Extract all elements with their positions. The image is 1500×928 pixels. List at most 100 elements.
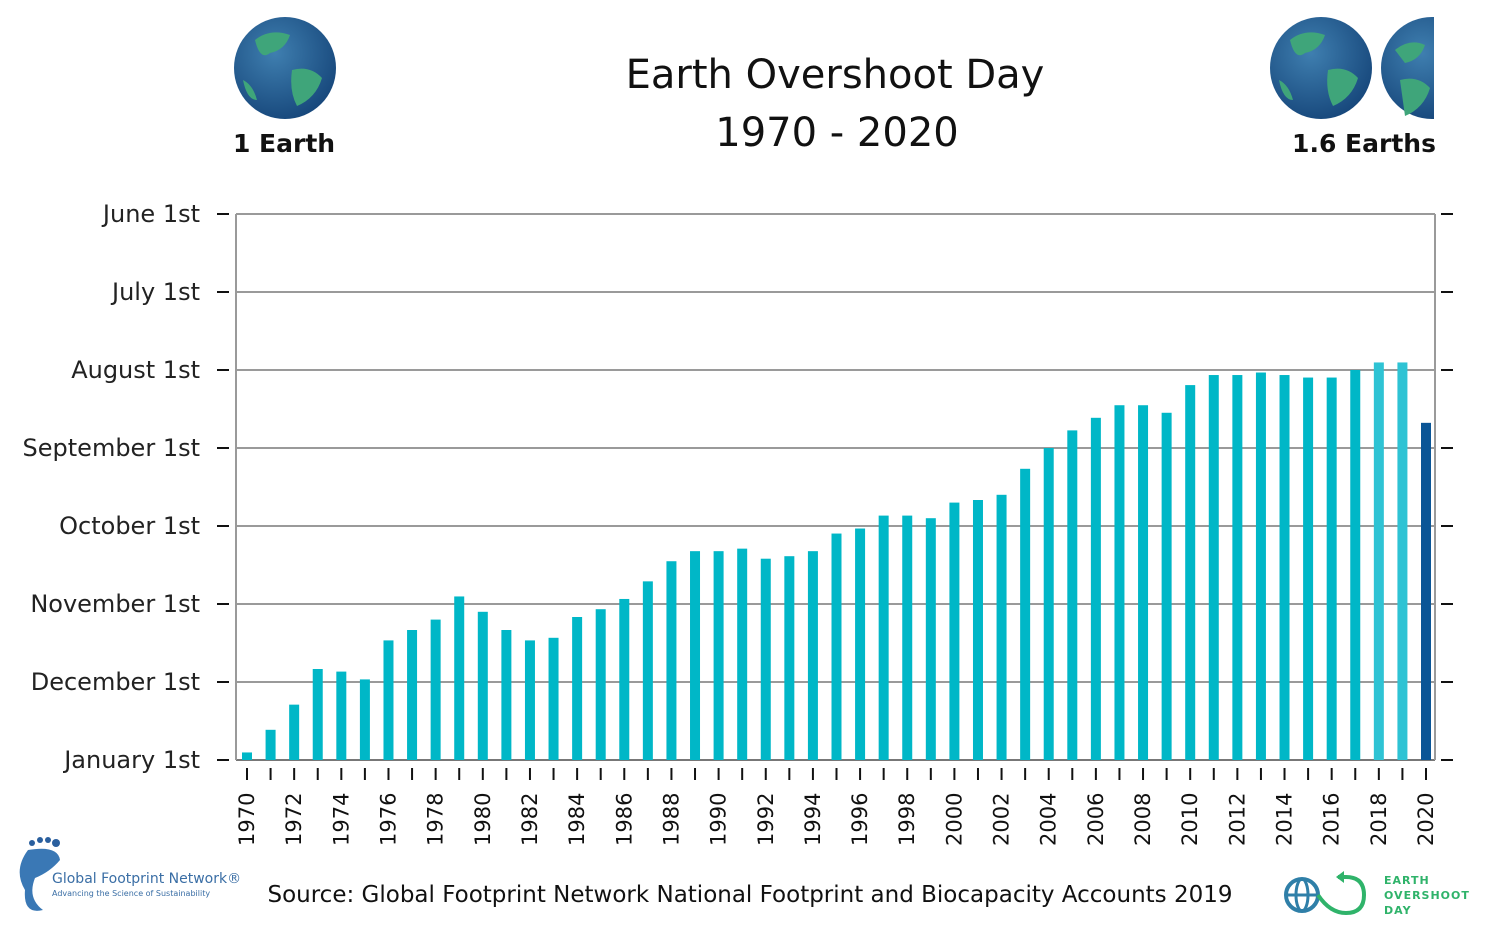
bar-1980 [477, 611, 488, 760]
bar-1975 [359, 679, 370, 760]
y-tick-label: August 1st [71, 356, 200, 384]
x-tick-label: 1978 [424, 793, 448, 846]
x-tick-label: 1984 [565, 793, 589, 846]
x-tick-label: 1998 [895, 793, 919, 846]
x-tick-label: 1994 [801, 793, 825, 846]
x-tick-label: 2010 [1178, 793, 1202, 846]
eod-logo-line2: OVERSHOOT [1384, 889, 1470, 902]
x-tick-label: 2018 [1367, 793, 1391, 846]
globe-icon [234, 17, 336, 119]
x-tick-label: 1986 [612, 793, 636, 846]
x-tick-label: 1992 [754, 793, 778, 846]
x-tick-label: 1990 [707, 793, 731, 846]
bar-2008 [1138, 405, 1149, 760]
bar-1992 [760, 558, 771, 760]
x-tick-label: 1982 [518, 793, 542, 846]
bar-2005 [1067, 430, 1078, 760]
gfn-name: Global Footprint Network® [52, 871, 241, 887]
bar-2016 [1326, 377, 1337, 760]
x-tick-label: 1996 [848, 793, 872, 846]
bar-2011 [1208, 375, 1219, 760]
bar-1986 [619, 598, 630, 760]
y-tick-label: July 1st [110, 278, 200, 306]
gfn-logo: Global Footprint Network® Advancing the … [19, 837, 241, 911]
x-tick-label: 2004 [1037, 793, 1061, 846]
x-tick-label: 1980 [471, 793, 495, 846]
bar-1994 [807, 551, 818, 760]
bar-2015 [1303, 377, 1314, 760]
bar-1990 [713, 551, 724, 760]
x-tick-label: 2008 [1131, 793, 1155, 846]
bar-1988 [666, 561, 677, 760]
x-tick-label: 1970 [235, 793, 259, 846]
x-tick-label: 2006 [1084, 793, 1108, 846]
bar-1976 [383, 640, 394, 760]
bar-1978 [430, 619, 441, 760]
x-tick-label: 1974 [329, 793, 353, 846]
bar-1973 [312, 669, 323, 760]
bar-2019 [1397, 362, 1408, 760]
one-earth-label: 1 Earth [233, 129, 335, 158]
x-tick-label: 1976 [376, 793, 400, 846]
earth-overshoot-day-logo: EARTH OVERSHOOT DAY [1284, 871, 1470, 917]
bar-1982 [524, 640, 535, 760]
bar-1985 [595, 609, 606, 760]
bar-2004 [1043, 448, 1054, 760]
y-tick-label: December 1st [31, 668, 200, 696]
one-point-six-earths-label: 1.6 Earths [1292, 129, 1436, 158]
bar-1999 [925, 518, 936, 760]
bar-2014 [1279, 375, 1290, 760]
bar-1981 [501, 630, 512, 760]
bar-2009 [1161, 412, 1172, 760]
bar-1974 [336, 671, 347, 760]
x-tick-label: 2002 [990, 793, 1014, 846]
eod-logo-line1: EARTH [1384, 874, 1430, 887]
bar-1997 [878, 515, 889, 760]
gfn-tagline: Advancing the Science of Sustainability [52, 889, 210, 898]
x-tick-label: 1972 [282, 793, 306, 846]
bar-2003 [1020, 468, 1031, 760]
bar-1987 [642, 581, 653, 760]
x-tick-label: 2016 [1320, 793, 1344, 846]
bar-1972 [289, 704, 300, 760]
y-tick-label: November 1st [30, 590, 200, 618]
bar-1983 [548, 637, 559, 760]
bar-1993 [784, 556, 795, 760]
y-tick-label: January 1st [62, 746, 200, 774]
y-tick-label: September 1st [23, 434, 200, 462]
x-tick-label: 2014 [1273, 793, 1297, 846]
bar-2018 [1373, 362, 1384, 760]
bar-2010 [1185, 385, 1196, 760]
bars [242, 362, 1431, 760]
x-tick-label: 1988 [659, 793, 683, 846]
chart-title: Earth Overshoot Day [626, 52, 1045, 98]
bar-1979 [454, 596, 465, 760]
bar-1971 [265, 729, 276, 760]
bar-1996 [855, 528, 866, 760]
x-axis: 1970 1972 1974 1976 1978 1980 1982 1984 1986 1988… [235, 768, 1438, 846]
bar-2013 [1255, 372, 1266, 760]
bar-2006 [1090, 417, 1101, 760]
x-tick-label: 2020 [1414, 793, 1438, 846]
y-tick-label: October 1st [59, 512, 200, 540]
bar-1984 [572, 617, 583, 760]
source-note: Source: Global Footprint Network Nationa… [267, 882, 1232, 908]
bar-1995 [831, 533, 842, 760]
bar-1989 [690, 551, 701, 760]
bar-2002 [996, 494, 1007, 760]
bar-1991 [737, 548, 748, 760]
bar-1970 [242, 752, 252, 760]
bar-2001 [972, 500, 983, 760]
y-tick-label: June 1st [101, 200, 200, 228]
chart-subtitle: 1970 - 2020 [715, 110, 958, 156]
bar-2000 [949, 502, 960, 760]
bar-1998 [902, 515, 913, 760]
bar-2017 [1350, 370, 1361, 760]
eod-logo-line3: DAY [1384, 904, 1412, 917]
x-tick-label: 2000 [942, 793, 966, 846]
bar-2007 [1114, 405, 1125, 760]
bar-2012 [1232, 375, 1243, 760]
bar-1977 [407, 630, 418, 760]
globe-icon [1270, 17, 1372, 119]
